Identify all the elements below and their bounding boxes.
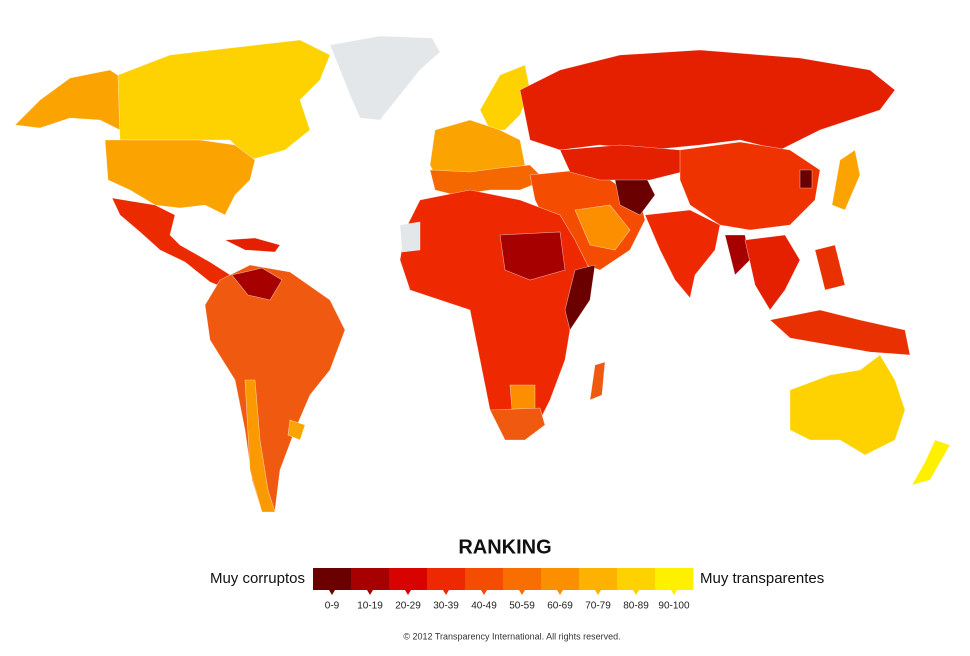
canada [117,39,331,161]
central-asia [559,144,691,181]
legend-bin-label: 90-100 [658,601,690,612]
philippines [814,244,846,291]
usa [104,139,256,216]
southeast-asia [744,234,801,311]
legend-tick [519,590,525,595]
madagascar [589,361,606,401]
arabia-gulf [574,204,631,251]
legend-bin-label: 20-29 [395,601,421,612]
southern-africa [489,407,546,441]
russia [519,49,896,151]
chile [244,379,276,513]
legend-tick [633,590,639,595]
legend-swatch [579,568,618,590]
legend-swatch [427,568,466,590]
legend-tick [595,590,601,595]
japan [831,149,861,211]
uruguay [287,419,306,441]
legend-tick [671,590,677,595]
legend-title: RANKING [458,536,551,558]
legend-tick [557,590,563,595]
legend-bin-label: 40-49 [471,601,497,612]
sudan-chad [499,231,566,281]
legend-bin-label: 60-69 [547,601,573,612]
legend-scale: 0-9 10-19 20-29 30-39 40-49 50-59 60-69 70-79 80… [313,568,694,612]
legend-bin-label: 80-89 [623,601,649,612]
africa [399,189,591,441]
new-zealand [911,439,951,486]
western-sahara [399,221,421,253]
legend-bin-label: 70-79 [585,601,611,612]
legend-swatch [541,568,580,590]
botswana [509,384,536,411]
venezuela [231,267,283,301]
legend-bin-label: 50-59 [509,601,535,612]
legend-swatch [655,568,694,590]
south-america [204,264,346,513]
legend-tick [329,590,335,595]
legend-tick [405,590,411,595]
mexico [111,197,236,291]
china [679,141,821,231]
legend-high-label: Muy transparentes [700,570,824,587]
australia [789,354,906,456]
legend-bin-label: 0-9 [325,601,340,612]
greenland [329,35,441,121]
legend-swatch [351,568,390,590]
legend-bin-label: 30-39 [433,601,459,612]
legend-low-label: Muy corruptos [210,570,305,587]
legend-tick [443,590,449,595]
legend-swatch [503,568,542,590]
somalia [564,264,596,331]
legend-swatch [313,568,352,590]
legend-tick [481,590,487,595]
legend-bin-label: 10-19 [357,601,383,612]
india [644,209,721,299]
indonesia [769,309,911,356]
world-map [14,35,951,513]
legend-swatch [465,568,504,590]
legend-swatch [617,568,656,590]
caribbean [223,237,281,253]
north-korea [799,169,813,189]
copyright: © 2012 Transparency International. All r… [403,631,620,641]
legend-swatch [389,568,428,590]
legend-tick [367,590,373,595]
alaska [14,69,126,131]
